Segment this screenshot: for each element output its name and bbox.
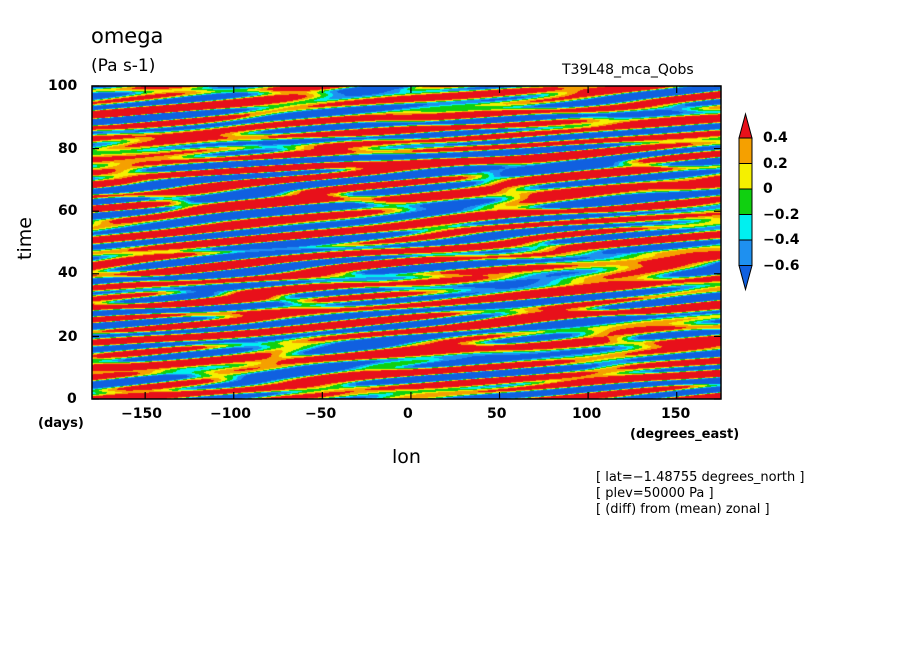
y-tick-0: 0	[67, 391, 77, 407]
y-tick-80: 80	[58, 141, 78, 157]
x-axis-label: lon	[392, 446, 421, 468]
x-tick-0: 0	[403, 406, 413, 422]
x-tick-m100: −100	[210, 406, 251, 422]
colorbar-label-m0.4: −0.4	[763, 232, 800, 248]
x-tick-150: 150	[661, 406, 691, 422]
colorbar-label-0.2: 0.2	[763, 156, 788, 172]
y-tick-100: 100	[48, 78, 78, 94]
x-tick-50: 50	[487, 406, 507, 422]
colorbar-segment	[738, 188, 753, 215]
x-unit-label: (degrees_east)	[630, 427, 740, 442]
heatmap-field	[92, 86, 721, 399]
colorbar-label-0.4: 0.4	[763, 130, 788, 146]
y-tick-60: 60	[58, 203, 78, 219]
x-tick-m50: −50	[305, 406, 337, 422]
colorbar-segment	[738, 214, 753, 241]
y-unit-label: (days)	[38, 416, 84, 431]
plot-frame	[91, 85, 722, 400]
note-diff: [ (diff) from (mean) zonal ]	[596, 502, 770, 517]
colorbar-label-m0.6: −0.6	[763, 258, 800, 274]
colorbar-segment	[738, 163, 753, 190]
colorbar-top-triangle	[738, 112, 753, 139]
chart-title: omega	[91, 24, 164, 48]
note-lat: [ lat=−1.48755 degrees_north ]	[596, 470, 805, 485]
colorbar-bottom-triangle	[738, 265, 753, 292]
x-tick-100: 100	[572, 406, 602, 422]
y-tick-40: 40	[58, 265, 78, 281]
colorbar-label-m0.2: −0.2	[763, 207, 800, 223]
x-tick-m150: −150	[121, 406, 162, 422]
colorbar-segment	[738, 137, 753, 164]
colorbar-label-0: 0	[763, 181, 773, 197]
note-plev: [ plev=50000 Pa ]	[596, 486, 714, 501]
colorbar-segment	[738, 239, 753, 266]
chart-units: (Pa s-1)	[91, 56, 156, 76]
experiment-label: T39L48_mca_Qobs	[562, 62, 694, 78]
y-tick-20: 20	[58, 329, 78, 345]
